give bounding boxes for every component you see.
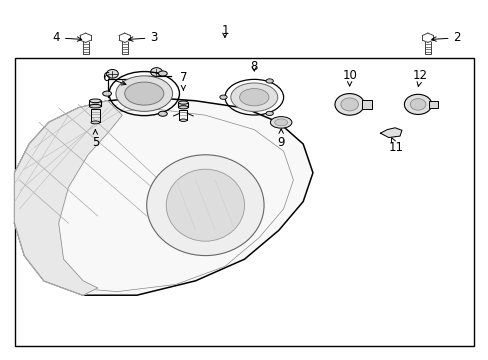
- Text: 4: 4: [52, 31, 81, 44]
- Bar: [428, 101, 437, 108]
- Bar: [361, 100, 371, 109]
- Ellipse shape: [91, 121, 100, 124]
- Text: 6: 6: [102, 71, 126, 85]
- Ellipse shape: [89, 99, 101, 103]
- Text: 7: 7: [179, 71, 187, 90]
- Bar: [15, 58, 473, 346]
- Ellipse shape: [178, 106, 188, 109]
- Circle shape: [334, 94, 364, 115]
- Ellipse shape: [239, 89, 268, 106]
- Circle shape: [340, 98, 358, 111]
- Ellipse shape: [178, 101, 188, 104]
- Circle shape: [409, 99, 425, 110]
- Ellipse shape: [270, 117, 291, 128]
- Text: 12: 12: [412, 69, 427, 86]
- Polygon shape: [15, 97, 312, 295]
- Ellipse shape: [89, 104, 101, 108]
- Ellipse shape: [220, 95, 226, 99]
- Text: 3: 3: [128, 31, 158, 44]
- Text: 5: 5: [91, 130, 99, 149]
- Ellipse shape: [158, 111, 167, 116]
- Text: 9: 9: [277, 129, 285, 149]
- Ellipse shape: [230, 83, 277, 112]
- Circle shape: [106, 69, 118, 78]
- Ellipse shape: [102, 91, 111, 96]
- Circle shape: [150, 68, 162, 76]
- Ellipse shape: [158, 71, 167, 76]
- Ellipse shape: [265, 79, 273, 83]
- Ellipse shape: [265, 111, 273, 116]
- Ellipse shape: [146, 155, 264, 256]
- Polygon shape: [15, 101, 122, 295]
- Circle shape: [404, 94, 431, 114]
- Polygon shape: [380, 128, 401, 138]
- Text: 8: 8: [250, 60, 258, 73]
- Ellipse shape: [274, 119, 287, 126]
- Ellipse shape: [116, 76, 172, 111]
- Ellipse shape: [166, 169, 244, 241]
- Ellipse shape: [180, 119, 186, 122]
- Ellipse shape: [124, 82, 163, 105]
- Text: 2: 2: [431, 31, 460, 44]
- Text: 11: 11: [388, 138, 403, 154]
- Text: 1: 1: [221, 24, 228, 37]
- Text: 10: 10: [342, 69, 356, 86]
